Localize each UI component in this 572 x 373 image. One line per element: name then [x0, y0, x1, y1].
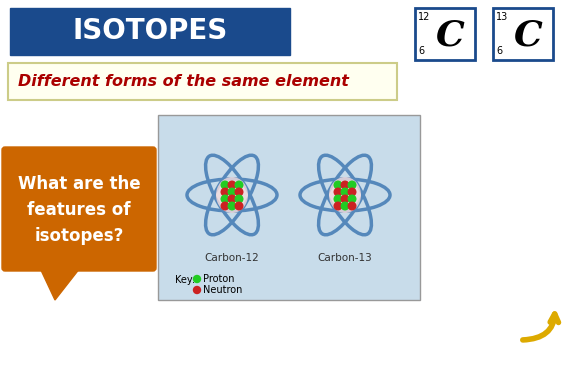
- Circle shape: [334, 202, 342, 210]
- FancyArrowPatch shape: [523, 314, 558, 340]
- Circle shape: [341, 202, 349, 210]
- Circle shape: [334, 188, 342, 196]
- Text: 13: 13: [496, 12, 509, 22]
- Circle shape: [235, 188, 243, 196]
- Circle shape: [348, 188, 356, 196]
- Text: C: C: [514, 18, 542, 52]
- Text: C: C: [435, 18, 464, 52]
- Text: 12: 12: [418, 12, 430, 22]
- Circle shape: [341, 181, 349, 189]
- Circle shape: [348, 195, 356, 203]
- FancyBboxPatch shape: [415, 8, 475, 60]
- Circle shape: [334, 195, 342, 203]
- Circle shape: [221, 188, 229, 196]
- Text: 6: 6: [496, 46, 502, 56]
- Circle shape: [193, 286, 201, 294]
- Circle shape: [193, 276, 201, 282]
- Circle shape: [221, 181, 229, 189]
- FancyBboxPatch shape: [8, 63, 397, 100]
- FancyBboxPatch shape: [10, 8, 290, 55]
- Polygon shape: [40, 268, 80, 300]
- Ellipse shape: [329, 177, 361, 213]
- Circle shape: [228, 188, 236, 196]
- Circle shape: [228, 181, 236, 189]
- FancyBboxPatch shape: [2, 147, 156, 271]
- Circle shape: [235, 202, 243, 210]
- Text: Carbon-13: Carbon-13: [317, 253, 372, 263]
- Ellipse shape: [216, 177, 248, 213]
- Text: Different forms of the same element: Different forms of the same element: [18, 75, 349, 90]
- Circle shape: [341, 195, 349, 203]
- Circle shape: [348, 202, 356, 210]
- FancyBboxPatch shape: [158, 115, 420, 300]
- Circle shape: [228, 202, 236, 210]
- Circle shape: [341, 188, 349, 196]
- Text: Proton: Proton: [203, 274, 235, 284]
- Circle shape: [348, 181, 356, 189]
- Circle shape: [228, 195, 236, 203]
- Text: Key:: Key:: [175, 275, 195, 285]
- Circle shape: [235, 195, 243, 203]
- Text: What are the
features of
isotopes?: What are the features of isotopes?: [18, 175, 140, 245]
- FancyBboxPatch shape: [493, 8, 553, 60]
- Circle shape: [221, 202, 229, 210]
- Circle shape: [235, 181, 243, 189]
- Text: ISOTOPES: ISOTOPES: [73, 17, 228, 45]
- Text: 6: 6: [418, 46, 424, 56]
- Text: Carbon-12: Carbon-12: [205, 253, 259, 263]
- Circle shape: [334, 181, 342, 189]
- Text: Neutron: Neutron: [203, 285, 243, 295]
- Circle shape: [221, 195, 229, 203]
